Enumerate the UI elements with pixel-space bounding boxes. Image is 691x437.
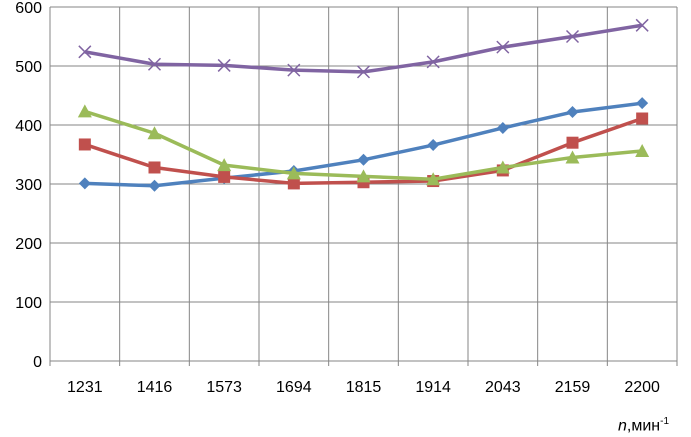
data-point-diamond (496, 121, 509, 134)
x-axis-exponent: -1 (660, 416, 670, 427)
data-point-diamond (566, 106, 579, 119)
data-point-x (426, 55, 440, 69)
data-point-square (287, 177, 300, 190)
x-tick-label: 1573 (206, 379, 242, 396)
x-tick-label: 1416 (137, 379, 173, 396)
data-point-x (356, 65, 371, 79)
x-tick-label: 1694 (276, 379, 312, 396)
y-tick-label: 200 (15, 236, 42, 253)
data-point-x (147, 57, 162, 71)
x-tick-label: 1231 (67, 379, 103, 396)
data-point-square (636, 112, 649, 125)
data-point-x (287, 63, 301, 77)
data-point-x (496, 40, 510, 54)
data-point-x (635, 18, 649, 32)
data-point-x (217, 58, 231, 72)
data-point-triangle (356, 169, 371, 183)
data-point-triangle (286, 166, 301, 180)
data-point-x (78, 45, 92, 59)
data-point-diamond (148, 179, 161, 192)
data-point-square (78, 138, 91, 151)
y-tick-label: 100 (15, 295, 42, 312)
data-point-triangle (426, 172, 441, 186)
data-point-x (565, 29, 580, 44)
y-tick-label: 600 (15, 0, 42, 17)
y-tick-label: 0 (33, 354, 42, 371)
y-tick-label: 300 (15, 177, 42, 194)
x-tick-label: 2159 (555, 379, 591, 396)
data-point-diamond (636, 97, 649, 110)
data-point-triangle (147, 126, 162, 140)
data-point-triangle (495, 160, 510, 174)
data-point-square (566, 136, 579, 149)
data-point-diamond (78, 177, 91, 190)
data-point-triangle (635, 143, 650, 157)
data-point-triangle (77, 104, 92, 118)
data-point-diamond (357, 153, 370, 166)
data-point-triangle (565, 150, 580, 164)
x-tick-label: 2200 (624, 379, 660, 396)
data-point-diamond (427, 139, 440, 152)
y-tick-label: 500 (15, 59, 42, 76)
x-axis-label: n,мин-1 (618, 416, 669, 435)
data-point-square (148, 161, 161, 174)
x-tick-label: 1815 (346, 379, 382, 396)
x-tick-label: 2043 (485, 379, 521, 396)
x-axis-unit: ,мин (626, 417, 661, 435)
y-tick-label: 400 (15, 118, 42, 135)
series-line-x (84, 23, 643, 74)
x-axis-variable: n (618, 417, 627, 435)
data-point-square (218, 170, 231, 183)
x-tick-label: 1914 (415, 379, 451, 396)
data-point-triangle (217, 158, 232, 172)
